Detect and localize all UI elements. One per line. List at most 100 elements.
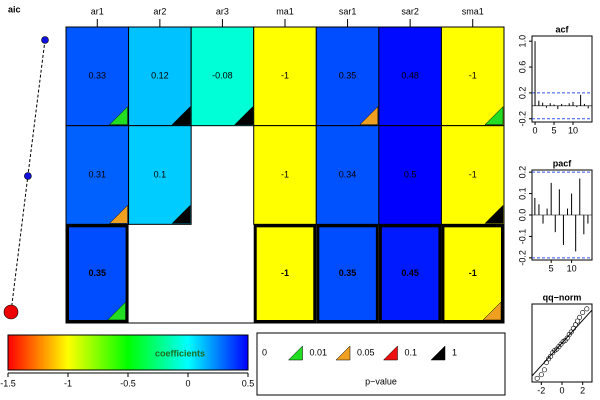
legend-break-label: 0.01 <box>310 347 328 357</box>
coefficient-cell <box>128 125 192 225</box>
coefficient-label: -0.08 <box>212 71 233 81</box>
coefficient-label: 0.34 <box>339 169 357 179</box>
coefficient-label: -1 <box>469 268 477 278</box>
pvalue-triangle <box>359 106 379 125</box>
column-label: ar1 <box>91 6 104 16</box>
legend-triangle <box>382 345 398 361</box>
pvalue-triangle <box>108 106 128 125</box>
coefficient-cell <box>128 26 192 127</box>
x-tick-label: 0 <box>559 385 564 395</box>
qq-point <box>568 329 574 335</box>
coefficient-label: 0.35 <box>89 268 107 278</box>
legend-triangle <box>430 345 446 361</box>
coefficient-label: 0.48 <box>401 71 419 81</box>
pvalue-triangle <box>482 301 502 321</box>
coefficient-label: 0.35 <box>339 71 357 81</box>
x-tick-label: 5 <box>552 125 557 135</box>
coefficient-cell <box>315 26 380 127</box>
coefficient-label: 0.33 <box>89 71 107 81</box>
qq-point <box>575 318 581 324</box>
aic-dot <box>24 172 32 180</box>
coefficient-label: -1 <box>281 268 289 278</box>
coefficient-cell <box>316 224 379 323</box>
colorbar-tick-label: -1 <box>64 378 72 388</box>
y-tick-label: -0.2 <box>517 250 527 266</box>
qq-point <box>543 359 549 365</box>
legend-triangle <box>287 345 303 361</box>
pvalue-triangle <box>484 106 504 125</box>
qq-point <box>541 367 547 373</box>
coefficient-label: -1 <box>281 71 289 81</box>
qq-point <box>577 314 583 320</box>
colorbar-tick-label: -1.5 <box>0 378 16 388</box>
coefficient-cell <box>378 125 442 225</box>
pvalue-triangle <box>484 204 504 224</box>
coefficient-label: 0.35 <box>339 268 357 278</box>
pvalue-triangle <box>108 204 128 224</box>
panel-frame <box>531 35 593 123</box>
legend-title: p−value <box>365 376 397 386</box>
pvalue-triangle <box>171 106 191 125</box>
panel-title: qq−norm <box>543 292 582 302</box>
coefficient-label: 0.1 <box>154 169 167 179</box>
x-tick-label: 0 <box>533 125 538 135</box>
qq-point <box>538 372 544 378</box>
coefficient-cell <box>253 26 317 127</box>
y-tick-label: -0.2 <box>517 111 527 127</box>
aic-dot <box>3 304 19 320</box>
column-label: ar2 <box>153 6 166 16</box>
y-tick-label: 0.0 <box>517 209 527 222</box>
coefficient-cell <box>378 224 442 323</box>
qq-line <box>531 309 593 377</box>
coefficient-cell <box>65 125 130 225</box>
x-tick-label: 10 <box>567 263 577 273</box>
coefficient-cell <box>378 26 442 127</box>
qq-point <box>564 335 570 341</box>
coefficient-label: 0.31 <box>89 169 107 179</box>
coefficient-cell <box>253 125 317 225</box>
qq-point <box>572 322 578 328</box>
y-tick-label: 1.0 <box>517 35 527 48</box>
qq-point <box>570 325 576 331</box>
colorbar-tick-label: -0.5 <box>120 378 136 388</box>
coefficient-label: -1 <box>469 71 477 81</box>
pvalue-triangle <box>234 106 253 125</box>
coefficient-label: 0.12 <box>151 71 169 81</box>
coefficient-cell <box>315 125 380 225</box>
aic-dot <box>41 36 49 44</box>
coefficient-label: 0.5 <box>404 169 417 179</box>
y-tick-label: -0.1 <box>517 229 527 245</box>
panel-title: pacf <box>553 158 573 168</box>
coefficient-cell <box>190 26 255 127</box>
coefficient-label: -1 <box>469 169 477 179</box>
coefficient-cell <box>440 125 505 225</box>
qq-point <box>548 353 554 359</box>
column-label: ar3 <box>216 6 229 16</box>
y-tick-label: 0.2 <box>517 87 527 100</box>
x-tick-label: 2 <box>580 385 585 395</box>
column-label: sar1 <box>339 6 357 16</box>
legend-triangle <box>335 345 351 361</box>
coefficient-cell <box>440 26 505 127</box>
colorbar-tick-label: 0 <box>185 378 190 388</box>
column-label: ma1 <box>276 6 294 16</box>
panel-title: acf <box>555 24 569 34</box>
qq-point <box>580 310 586 316</box>
y-tick-label: 0.1 <box>517 187 527 200</box>
legend-break-label: 0.05 <box>357 347 375 357</box>
legend-break-label: 1 <box>452 347 457 357</box>
column-label: sar2 <box>401 6 419 16</box>
pvalue-triangle <box>171 204 191 224</box>
qq-point <box>534 375 540 381</box>
x-tick-label: -2 <box>537 385 545 395</box>
coefficient-cell <box>66 224 129 323</box>
legend-break-label: 0 <box>262 347 267 357</box>
colorbar-tick-label: 0.5 <box>242 378 255 388</box>
x-tick-label: 10 <box>568 125 578 135</box>
legend-box <box>256 332 506 396</box>
coefficient-cell <box>253 224 317 323</box>
coefficient-cell <box>441 224 504 323</box>
y-tick-label: 0.2 <box>517 166 527 179</box>
aic-title: aic <box>8 4 21 14</box>
